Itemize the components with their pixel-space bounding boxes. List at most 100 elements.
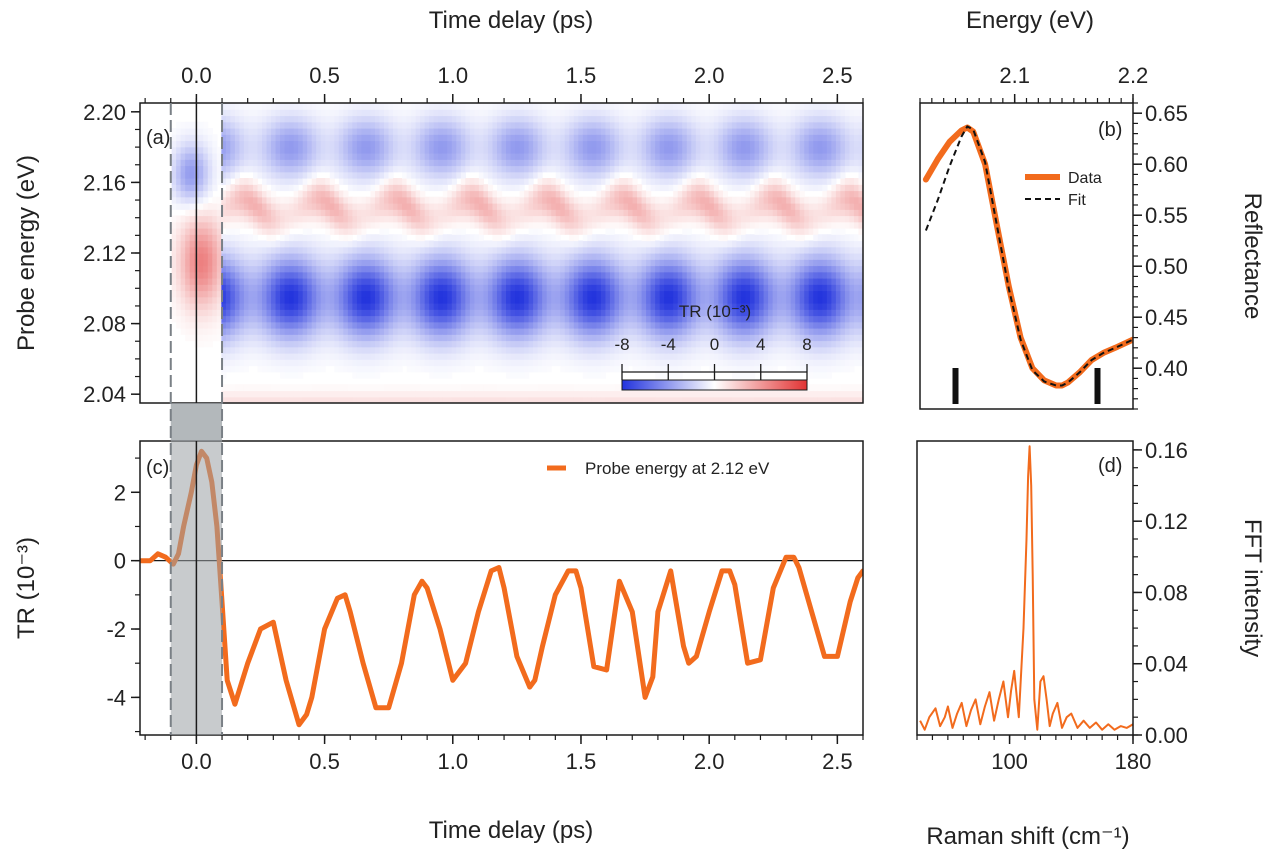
heatmap-cell xyxy=(243,190,250,198)
heatmap-cell xyxy=(664,234,670,242)
heatmap-cell xyxy=(609,321,616,329)
heatmap-cell xyxy=(582,353,588,360)
heatmap-cell xyxy=(221,353,227,360)
heatmap-cell xyxy=(216,259,222,267)
heatmap-cell xyxy=(442,328,448,335)
heatmap-cell xyxy=(600,215,607,223)
heatmap-cell xyxy=(560,346,566,354)
heatmap-cell xyxy=(483,171,489,179)
heatmap-cell xyxy=(492,265,498,273)
heatmap-cell xyxy=(605,128,611,135)
heatmap-cell xyxy=(560,290,566,298)
heatmap-cell xyxy=(347,390,353,398)
heatmap-cell xyxy=(682,296,688,304)
heatmap-cell xyxy=(225,309,231,317)
heatmap-cell xyxy=(361,234,367,242)
heatmap-cell xyxy=(542,240,548,248)
heatmap-cell xyxy=(406,121,412,129)
heatmap-cell xyxy=(478,340,485,348)
heatmap-cell xyxy=(234,121,241,129)
heatmap-cell xyxy=(564,209,570,217)
heatmap-cell xyxy=(275,128,281,135)
heatmap-cell xyxy=(189,153,195,160)
heatmap-cell xyxy=(451,140,457,148)
heatmap-cell xyxy=(397,246,403,254)
heatmap-cell xyxy=(307,146,313,154)
heatmap-cell xyxy=(262,309,268,317)
heatmap-cell xyxy=(302,365,308,373)
heatmap-cell xyxy=(465,353,471,360)
heatmap-cell xyxy=(239,190,245,198)
heatmap-cell xyxy=(356,284,363,292)
heatmap-cell xyxy=(628,228,634,235)
heatmap-cell xyxy=(320,103,326,110)
heatmap-cell xyxy=(429,259,435,267)
heatmap-cell xyxy=(343,221,349,229)
heatmap-cell xyxy=(234,353,241,360)
heatmap-cell xyxy=(456,240,462,248)
heatmap-cell xyxy=(307,384,313,392)
heatmap-cell xyxy=(275,246,281,254)
heatmap-cell xyxy=(248,178,254,185)
heatmap-cell xyxy=(334,315,340,323)
heatmap-cell xyxy=(659,128,665,135)
heatmap-cell xyxy=(257,246,263,254)
heatmap-cell xyxy=(677,340,683,348)
heatmap-cell xyxy=(515,121,521,129)
heatmap-cell xyxy=(600,240,607,248)
heatmap-cell xyxy=(320,190,326,198)
heatmap-cell xyxy=(185,121,191,129)
heatmap-cell xyxy=(515,296,521,304)
heatmap-cell xyxy=(582,203,588,210)
heatmap-cell xyxy=(573,209,579,217)
heatmap-cell xyxy=(370,203,376,210)
heatmap-cell xyxy=(465,190,471,198)
heatmap-cell xyxy=(546,284,552,292)
heatmap-cell xyxy=(280,259,286,267)
heatmap-cell xyxy=(293,296,299,304)
heatmap-cell xyxy=(677,178,683,185)
heatmap-cell xyxy=(176,215,182,223)
heatmap-cell xyxy=(551,278,557,285)
heatmap-cell xyxy=(496,221,503,229)
heatmap-cell xyxy=(573,178,579,185)
heatmap-cell xyxy=(551,296,557,304)
heatmap-cell xyxy=(424,278,430,285)
heatmap-cell xyxy=(379,296,385,304)
heatmap-cell xyxy=(406,171,412,179)
heatmap-cell xyxy=(402,153,408,160)
heatmap-cell xyxy=(271,159,277,167)
heatmap-cell xyxy=(569,103,575,110)
heatmap-cell xyxy=(320,234,326,242)
heatmap-cell xyxy=(266,384,272,392)
heatmap-cell xyxy=(555,121,561,129)
heatmap-cell xyxy=(618,134,625,142)
heatmap-cell xyxy=(230,396,236,403)
heatmap-cell xyxy=(252,103,259,110)
heatmap-cell xyxy=(234,303,241,310)
heatmap-cell xyxy=(248,234,254,242)
heatmap-cell xyxy=(492,178,498,185)
heatmap-cell xyxy=(546,259,552,267)
heatmap-cell xyxy=(609,290,616,298)
heatmap-cell xyxy=(646,103,652,110)
heatmap-cell xyxy=(519,134,525,142)
heatmap-cell xyxy=(506,253,512,260)
heatmap-cell xyxy=(411,109,417,117)
heatmap-cell xyxy=(510,396,516,403)
heatmap-cell xyxy=(433,359,439,367)
heatmap-cell xyxy=(438,359,444,367)
heatmap-cell xyxy=(352,221,358,229)
heatmap-cell xyxy=(379,159,385,167)
heatmap-cell xyxy=(460,296,466,304)
heatmap-cell xyxy=(424,271,430,279)
heatmap-cell xyxy=(176,171,182,179)
heatmap-cell xyxy=(176,259,182,267)
heatmap-cell xyxy=(248,271,254,279)
heatmap-cell xyxy=(555,396,561,403)
heatmap-cell xyxy=(316,290,322,298)
heatmap-cell xyxy=(496,240,503,248)
heatmap-cell xyxy=(578,390,584,398)
heatmap-cell xyxy=(252,128,259,135)
heatmap-cell xyxy=(257,303,263,310)
